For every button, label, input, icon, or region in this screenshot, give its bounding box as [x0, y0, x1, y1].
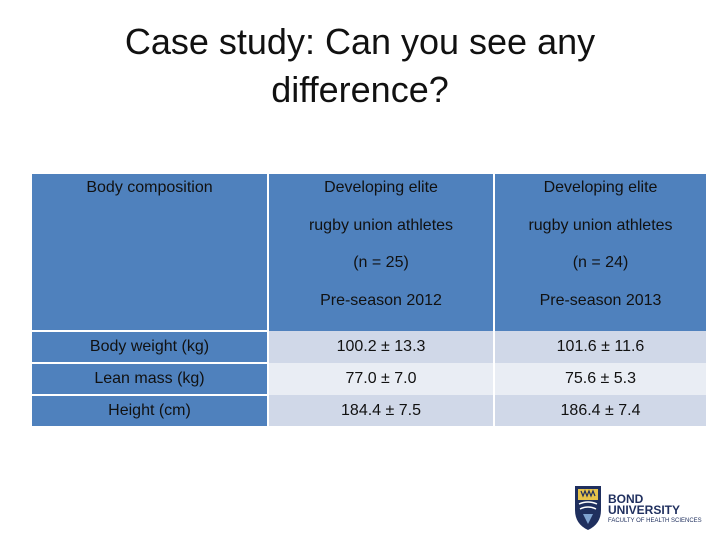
cell-2013: 101.6 ± 11.6 [493, 331, 706, 363]
body-composition-table: Body composition Developing elite rugby … [32, 174, 706, 426]
table-header-row: Body composition Developing elite rugby … [32, 174, 706, 331]
header-2013-line: Pre-season 2013 [539, 291, 662, 309]
row-label: Height (cm) [32, 394, 268, 426]
row-label: Body weight (kg) [32, 330, 268, 363]
header-2013-line: Developing elite [543, 179, 658, 196]
slide-title: Case study: Can you see any difference? [60, 18, 660, 114]
header-2012-line: (n = 25) [353, 254, 409, 271]
title-line-2: difference? [271, 69, 449, 110]
header-cell-2013: Developing elite rugby union athletes (n… [493, 174, 706, 331]
bond-university-crest-icon [575, 486, 601, 530]
table-row: Height (cm) 184.4 ± 7.5 186.4 ± 7.4 [32, 394, 706, 426]
header-2012-line: Developing elite [324, 179, 438, 196]
cell-2013: 186.4 ± 7.4 [493, 395, 706, 426]
logo-subtitle: FACULTY OF HEALTH SCIENCES [608, 518, 702, 524]
header-2013-line: rugby union athletes [528, 216, 673, 234]
header-2012-line: rugby union athletes [308, 216, 454, 234]
cell-2012: 77.0 ± 7.0 [267, 363, 494, 395]
header-2013-line: (n = 24) [572, 254, 629, 271]
title-line-1: Case study: Can you see any [124, 21, 596, 62]
bond-university-logo: BOND UNIVERSITY FACULTY OF HEALTH SCIENC… [572, 480, 702, 536]
header-cell-body-composition: Body composition [32, 174, 268, 331]
row-label: Lean mass (kg) [32, 362, 268, 395]
logo-wordmark: BOND UNIVERSITY [608, 492, 681, 517]
header-2012-line: Pre-season 2012 [320, 291, 442, 309]
cell-2013: 75.6 ± 5.3 [493, 363, 706, 395]
table-row: Lean mass (kg) 77.0 ± 7.0 75.6 ± 5.3 [32, 362, 706, 395]
header-cell-2012: Developing elite rugby union athletes (n… [267, 174, 494, 331]
cell-2012: 184.4 ± 7.5 [267, 395, 494, 426]
table-row: Body weight (kg) 100.2 ± 13.3 101.6 ± 11… [32, 330, 706, 363]
cell-2012: 100.2 ± 13.3 [267, 331, 494, 363]
